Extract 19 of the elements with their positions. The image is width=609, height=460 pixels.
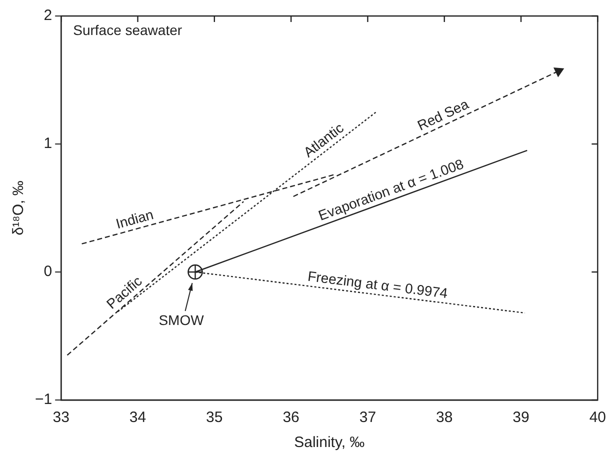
text: Freezing at α = 0.9974 — [306, 268, 449, 302]
x-tick-label: 39 — [512, 409, 530, 426]
y-tick-label: 1 — [44, 135, 52, 152]
x-tick-label: 35 — [206, 409, 223, 426]
x-tick-label: 34 — [129, 409, 146, 426]
x-tick-label: 38 — [436, 409, 453, 426]
x-tick-label: 36 — [282, 409, 300, 426]
y-axis-title: δ¹⁸O, ‰ — [10, 180, 28, 236]
annotation: Surface seawater — [73, 22, 182, 38]
x-tick-label: 40 — [589, 409, 606, 426]
text: Indian — [114, 206, 156, 232]
annotation: SMOW — [158, 312, 205, 328]
x-tick-label: 33 — [52, 409, 70, 426]
y-tick-label: 2 — [44, 7, 52, 24]
text: Red Sea — [414, 96, 472, 134]
x-tick-label: 37 — [359, 409, 376, 426]
x-axis-title: Salinity, ‰ — [294, 434, 365, 452]
y-tick-label: 0 — [44, 263, 52, 280]
y-tick-label: −1 — [34, 391, 52, 408]
